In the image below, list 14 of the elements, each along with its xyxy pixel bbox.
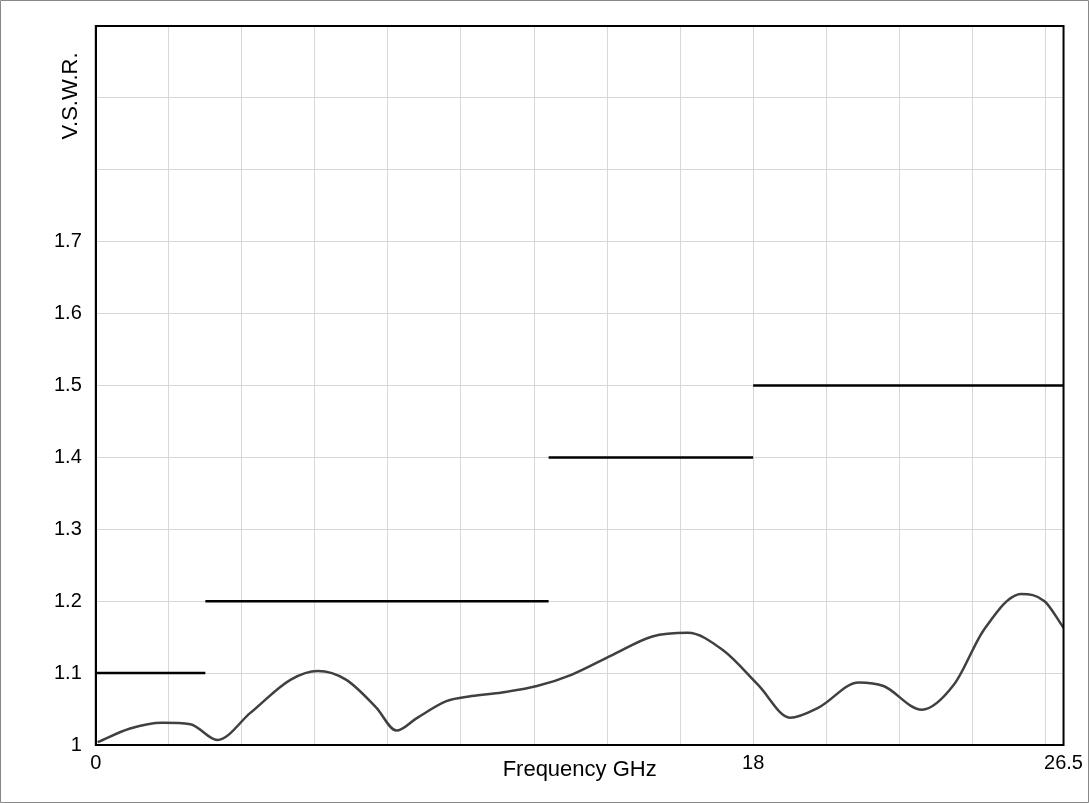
y-tick-label: 1.6 bbox=[53, 301, 82, 324]
x-tick-label: 0 bbox=[90, 750, 102, 773]
y-tick-label: 1.5 bbox=[53, 373, 82, 396]
y-axis-title: V.S.W.R. bbox=[56, 52, 82, 140]
x-tick-label: 26.5 bbox=[1044, 750, 1084, 773]
y-tick-label: 1 bbox=[70, 732, 82, 755]
y-tick-label: 1.4 bbox=[53, 444, 82, 467]
line-series bbox=[96, 592, 1064, 744]
y-tick-label: 1.7 bbox=[53, 229, 82, 252]
x-tick-label: 18 bbox=[742, 750, 765, 773]
x-axis-title: Frequency GHz bbox=[502, 756, 657, 782]
y-tick-label: 1.1 bbox=[53, 660, 82, 683]
y-tick-label: 1.2 bbox=[53, 588, 82, 611]
y-tick-label: 1.3 bbox=[53, 516, 82, 539]
